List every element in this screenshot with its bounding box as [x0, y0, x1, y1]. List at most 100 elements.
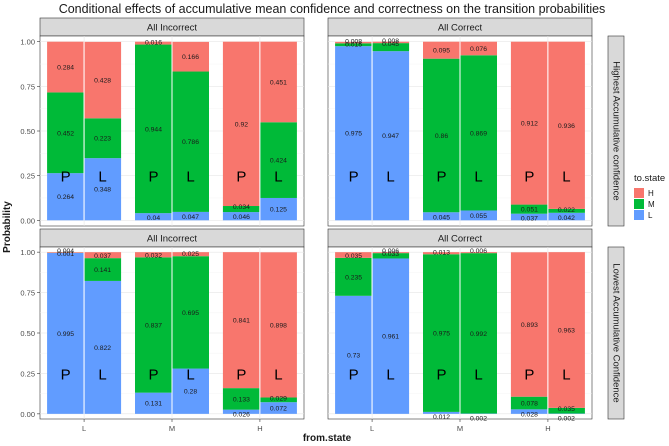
bar-segment-L	[372, 51, 410, 221]
bar-letter: L	[274, 366, 282, 383]
x-tick-label: M	[457, 424, 463, 433]
bar-segment-M	[259, 397, 297, 403]
stacked-bar: 0.002 0.992 0.006 L	[459, 248, 497, 423]
data-label-L: 0.028	[521, 411, 538, 418]
bar-segment-H	[135, 252, 172, 258]
data-label-H: 0.912	[521, 121, 538, 128]
bar-letter: L	[386, 169, 394, 186]
y-tick-label: 0.75	[20, 82, 35, 91]
data-label-H: 0.013	[433, 249, 450, 256]
bar-segment-L	[135, 213, 172, 221]
bar-segment-L	[335, 46, 373, 221]
bar-segment-M	[172, 256, 209, 369]
data-label-L: 0.975	[345, 131, 362, 138]
stacked-bar: 0.028 0.078 0.893 P	[510, 252, 549, 418]
bar-segment-M	[547, 407, 585, 414]
bar-letter: P	[148, 169, 158, 186]
bar-segment-M	[335, 43, 373, 47]
data-label-M: 0.786	[182, 139, 199, 146]
bar-segment-L	[222, 409, 260, 414]
data-label-H: 0.284	[57, 65, 74, 72]
bar-segment-M	[423, 58, 460, 213]
stacked-bar: 0.04 0.944 0.016 P	[135, 40, 173, 222]
facet-strip-column-label: All Correct	[438, 234, 483, 245]
data-label-M: 0.033	[382, 251, 399, 258]
data-label-H: 0.936	[558, 123, 575, 130]
data-label-L: 0.002	[470, 416, 487, 423]
bar-segment-H	[84, 252, 122, 259]
data-label-M: 0.078	[521, 401, 538, 408]
stacked-bar: 0.037 0.051 0.912 P	[510, 41, 549, 223]
bar-segment-M	[460, 253, 497, 414]
y-tick-label: 0.00	[20, 216, 35, 225]
data-label-H: 0.92	[235, 121, 248, 128]
facet-panel: 0.730.2350.035P0.9610.0330.006L0.0120.97…	[327, 246, 593, 433]
bar-letter: P	[524, 366, 534, 383]
y-tick-label: 0.50	[20, 329, 35, 338]
bar-segment-H	[510, 41, 548, 205]
data-label-L: 0.045	[433, 214, 450, 221]
data-label-H: 0.166	[182, 54, 199, 61]
bar-segment-H	[423, 252, 460, 255]
bar-letter: P	[436, 169, 446, 186]
data-label-H: 0.035	[345, 253, 362, 260]
stacked-bar: 0.131 0.837 0.032 P	[135, 252, 173, 414]
facet-panel: 0.9750.0160.008P0.9470.0450.008L0.0450.8…	[327, 35, 593, 227]
stacked-bar: 0.28 0.695 0.025 L	[171, 251, 209, 414]
data-label-L: 0.73	[347, 352, 360, 359]
y-tick-label: 0.25	[20, 172, 35, 181]
bar-segment-H	[335, 41, 373, 44]
bar-letter: L	[562, 366, 570, 383]
x-tick-label: H	[257, 424, 262, 433]
y-axis-label: Probability	[2, 201, 13, 253]
bar-segment-L	[135, 392, 172, 414]
data-label-M: 0.86	[435, 133, 448, 140]
facet-strip-row	[607, 246, 625, 420]
bar-segment-M	[84, 258, 122, 281]
data-label-L: 0.28	[184, 389, 197, 396]
data-label-H: 0.037	[94, 253, 111, 260]
stacked-bar: 0.047 0.786 0.166 L	[171, 41, 209, 221]
data-label-L: 0.995	[57, 331, 74, 338]
bar-segment-H	[547, 252, 585, 408]
data-label-M: 0.223	[94, 136, 111, 143]
data-label-M: 0.045	[382, 41, 399, 48]
data-label-H: 0.898	[270, 322, 287, 329]
bar-segment-H	[460, 41, 497, 56]
data-label-H: 0.025	[182, 251, 199, 258]
data-label-L: 0.947	[382, 133, 399, 140]
legend-label-L: L	[648, 211, 653, 220]
data-label-L: 0.961	[382, 334, 399, 341]
x-tick-label: M	[169, 424, 175, 433]
stacked-bar: 0.002 0.035 0.963 L	[547, 252, 585, 423]
legend-title: to.state	[634, 173, 665, 184]
data-label-H: 0.016	[145, 40, 162, 47]
bar-letter: P	[61, 169, 71, 186]
y-tick-label: 0.00	[20, 410, 35, 419]
bar-letter: L	[386, 366, 394, 383]
bar-segment-H	[135, 41, 172, 45]
data-label-M: 0.141	[94, 267, 111, 274]
facet-strip-column-label: All Incorrect	[147, 23, 198, 34]
data-label-L: 0.046	[233, 214, 250, 221]
data-label-H: 0.032	[145, 252, 162, 259]
data-label-L: 0.055	[470, 213, 487, 220]
stacked-bar: 0.012 0.975 0.013 P	[423, 249, 461, 421]
bar-segment-H	[335, 252, 373, 258]
data-label-M: 0.133	[233, 396, 250, 403]
bar-letter: P	[349, 169, 359, 186]
bar-letter: L	[474, 169, 482, 186]
bar-segment-M	[372, 253, 410, 259]
data-label-M: 0.035	[558, 406, 575, 413]
x-tick-label: L	[370, 424, 374, 433]
bar-segment-M	[335, 257, 373, 296]
bar-letter: P	[61, 366, 71, 383]
data-label-M: 0.034	[233, 204, 250, 211]
bar-segment-L	[222, 212, 260, 221]
legend-label-H: H	[648, 189, 654, 198]
bar-letter: L	[474, 366, 482, 383]
data-label-M: 0.022	[558, 207, 575, 214]
data-label-H: 0.008	[382, 38, 399, 45]
